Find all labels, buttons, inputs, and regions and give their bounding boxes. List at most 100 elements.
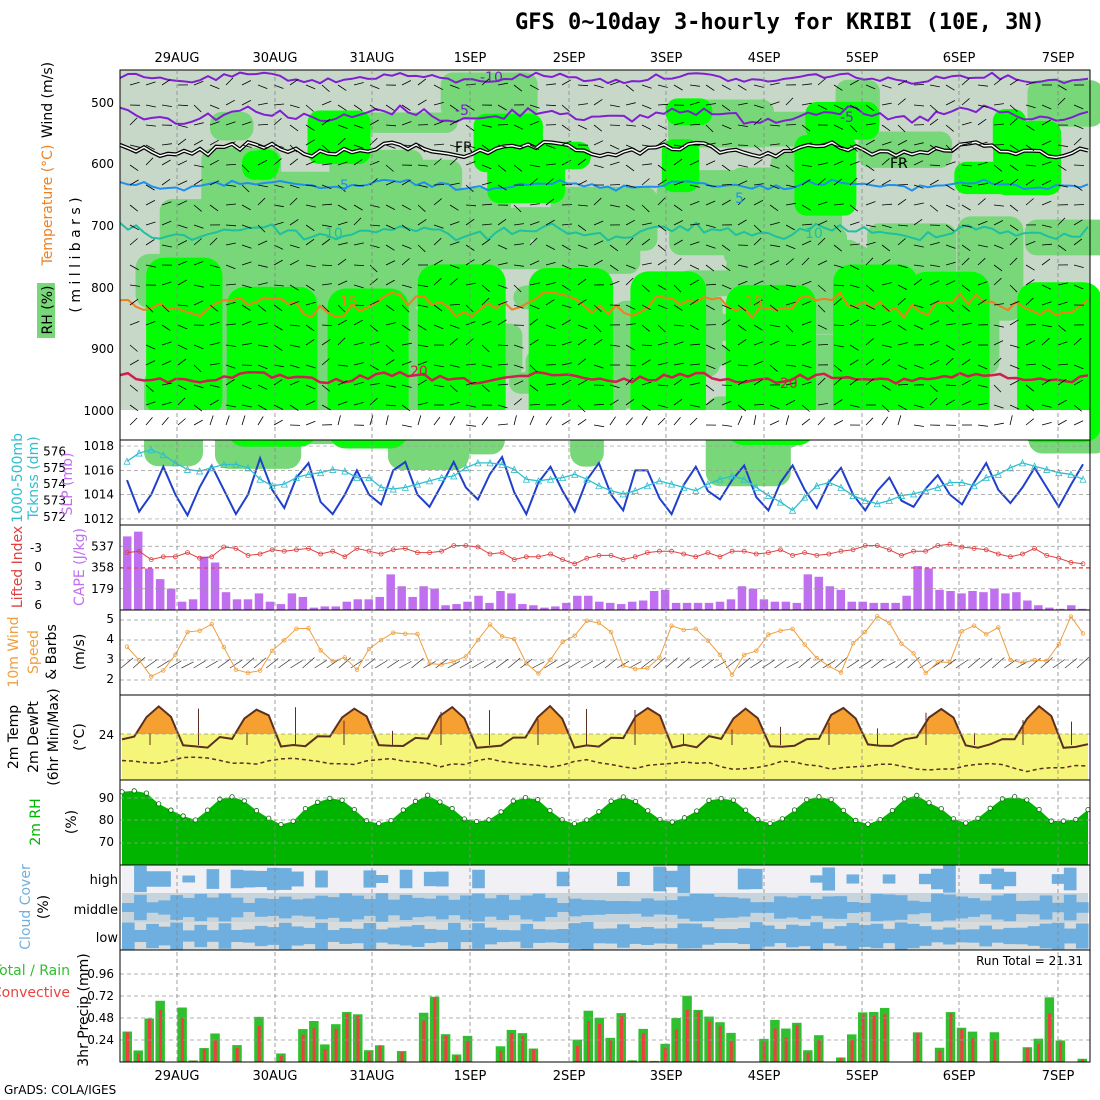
wind-barb [337,84,347,91]
wind-barb [849,124,858,133]
cloud-cover-cell [448,922,461,950]
thickness-point [268,481,276,490]
wind-barb [433,259,443,266]
wind-barb [353,342,364,346]
cloud-cover-cell [834,896,848,919]
wind-barb [833,224,842,233]
wind-speed-point [875,614,880,619]
cape-bar [825,586,835,610]
rh2m-point [400,807,406,813]
cloud-cover-cell [653,900,666,915]
wind-barb [1009,284,1018,293]
wind-speed-point [923,670,928,676]
cloud-cover-cell [532,893,546,922]
cloud-cover-cell [520,895,534,920]
wind-barb [961,142,972,146]
cloud-cover-cell [399,894,413,921]
wind-barb [465,83,476,86]
wind-barb [769,260,780,266]
cloud-cover-cell [617,900,630,915]
wind-barb [897,364,908,370]
wind-barb-10m [653,657,666,669]
wind-barb [209,284,221,286]
rh2m-point [278,821,284,828]
wind-barb [625,237,634,246]
thickness-point [232,460,240,468]
wind-barb [289,158,299,166]
wind-barb-10m [435,658,448,669]
wind-barb [945,357,954,366]
thickness-point [716,475,724,483]
wind-barb-10m [846,659,860,669]
rh-bright-patch [908,271,990,432]
rh-legend-box [37,283,55,338]
wind-barb [209,342,220,346]
wind-barb [833,203,844,206]
wind-barb [673,398,683,406]
wind-barb [897,342,908,346]
rh2m-point [987,805,993,811]
cloud-cover-cell [580,899,594,916]
cloud-cover-cell [689,923,703,949]
wind-barb [1009,144,1019,151]
wind-barb [817,178,826,186]
wind-barb [385,279,395,286]
wind-barb [945,100,956,106]
wind-barb [337,364,348,367]
wind-barb [737,180,748,186]
wind-barb [257,160,268,166]
wind-barb [913,184,924,189]
precip-convective-bar [839,1057,843,1062]
wind-speed-point [608,629,614,635]
wind-barb [513,243,524,246]
cape-bar [880,602,889,610]
wind-barb [801,404,810,412]
wind-barb [449,278,458,286]
wind-barb [289,219,299,226]
wind-barb [833,284,845,287]
cape-bar [123,536,132,610]
wind-barb [977,141,988,146]
precip-convective-bar [696,1011,700,1062]
wind-barb [433,364,444,368]
cloud-cover-cell [617,871,630,887]
wind-barb [385,384,396,388]
cloud-cover-cell [810,875,823,883]
wind-barb [305,84,316,90]
wind-barb [1009,319,1019,326]
lifted-index-axis-label: Lifted Index [10,526,26,608]
precip-convective-bar [1059,1042,1063,1062]
wind-barb [401,361,412,366]
rh2m-point [632,798,639,804]
thickness-point [462,463,470,472]
rh2m-point [914,792,920,798]
cape-bar [485,602,494,610]
wind-barb [449,119,459,126]
wind-barb [273,379,283,386]
precip-convective-bar [202,1048,206,1062]
wind-barb [897,98,906,106]
wind-barb-10m [750,659,763,669]
wind-barb [321,224,332,228]
wind-barb [225,99,235,106]
wind-barb [225,323,236,326]
precip-convective-bar [136,1053,140,1062]
wind-barb [833,298,842,306]
wind-barb [417,379,427,386]
wind-barb [433,416,441,426]
cloud-cover-cell [749,922,763,950]
wind-barb [753,324,763,331]
wind-barb [209,304,218,312]
ground-strip [120,410,1090,440]
wind-barb [129,264,139,271]
cape-bar [847,601,856,610]
wind-barb-10m [641,658,654,669]
cloud-cover-cell [810,899,823,916]
cloud-cover-cell [846,922,860,950]
wind-barb [529,415,535,426]
wind-barb [193,204,202,212]
wind-barb [497,423,509,426]
cloud-cover-cell [918,901,932,914]
rh2m-point [718,795,724,802]
precip-convective-bar [883,1014,887,1062]
